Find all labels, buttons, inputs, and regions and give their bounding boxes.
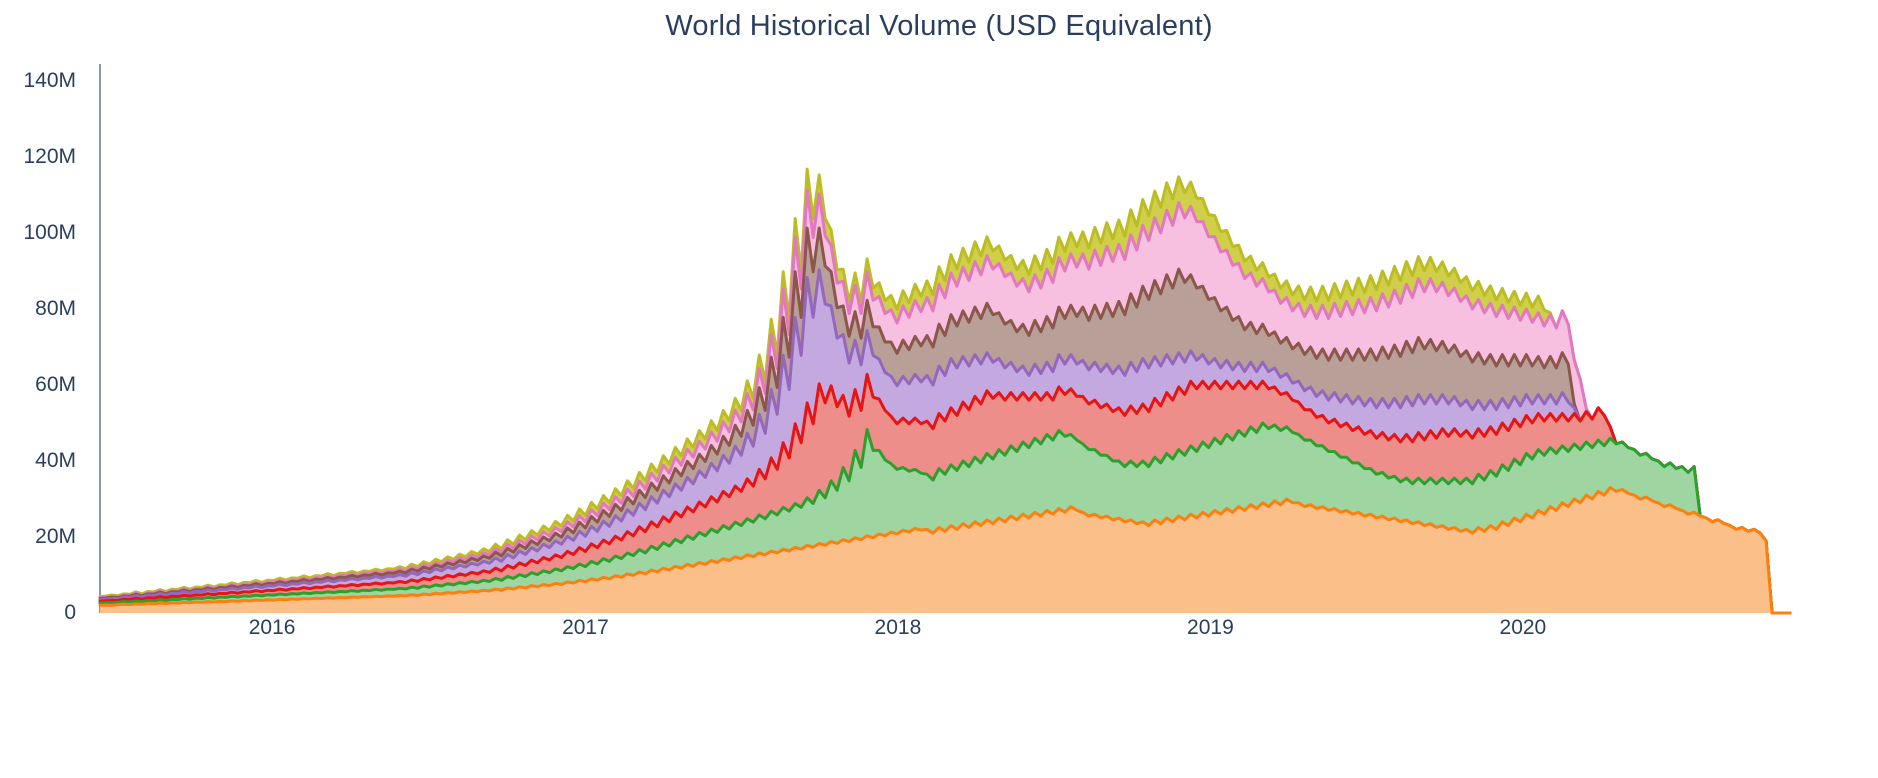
x-axis-tick-2018: 2018 (874, 616, 922, 639)
x-axis-tick-2017: 2017 (562, 616, 609, 639)
chart-title: World Historical Volume (USD Equivalent) (665, 10, 1213, 42)
y-axis-tick-80M: 80M (35, 297, 76, 320)
area-line-series-7 (98, 167, 1792, 615)
area-series-1 (98, 486, 1792, 615)
plot-area (98, 60, 1792, 620)
area-line-series-6 (98, 188, 1792, 615)
area-line-series-4 (98, 268, 1792, 615)
area-series-4 (98, 268, 1792, 615)
area-line-series-5 (98, 226, 1792, 615)
area-series-7 (98, 167, 1792, 615)
area-fill-series-2 (100, 423, 1790, 613)
area-series-2 (98, 421, 1792, 615)
x-axis-tick-2019: 2019 (1187, 616, 1234, 639)
y-axis-tick-labels: 0 20M 40M 60M 80M 100M 120M 140M (0, 0, 88, 778)
area-line-series-1 (98, 486, 1792, 615)
area-line-series-3 (98, 372, 1792, 615)
y-axis-tick-100M: 100M (23, 221, 76, 244)
area-fill-series-1 (100, 487, 1790, 613)
x-axis-tick-2020: 2020 (1499, 616, 1547, 639)
area-line-series-2 (98, 421, 1792, 615)
y-axis-tick-120M: 120M (23, 145, 76, 168)
x-axis-tick-2016: 2016 (248, 616, 296, 639)
area-series-3 (98, 372, 1792, 615)
area-series-6 (98, 188, 1792, 615)
y-axis-tick-20M: 20M (35, 525, 76, 548)
y-axis-tick-60M: 60M (35, 373, 76, 396)
y-axis-line (99, 64, 101, 613)
y-axis-tick-40M: 40M (35, 449, 76, 472)
y-axis-tick-140M: 140M (23, 69, 76, 92)
stacked-area-svg (98, 167, 1792, 615)
y-axis-tick-0: 0 (64, 601, 76, 624)
area-series-5 (98, 226, 1792, 615)
